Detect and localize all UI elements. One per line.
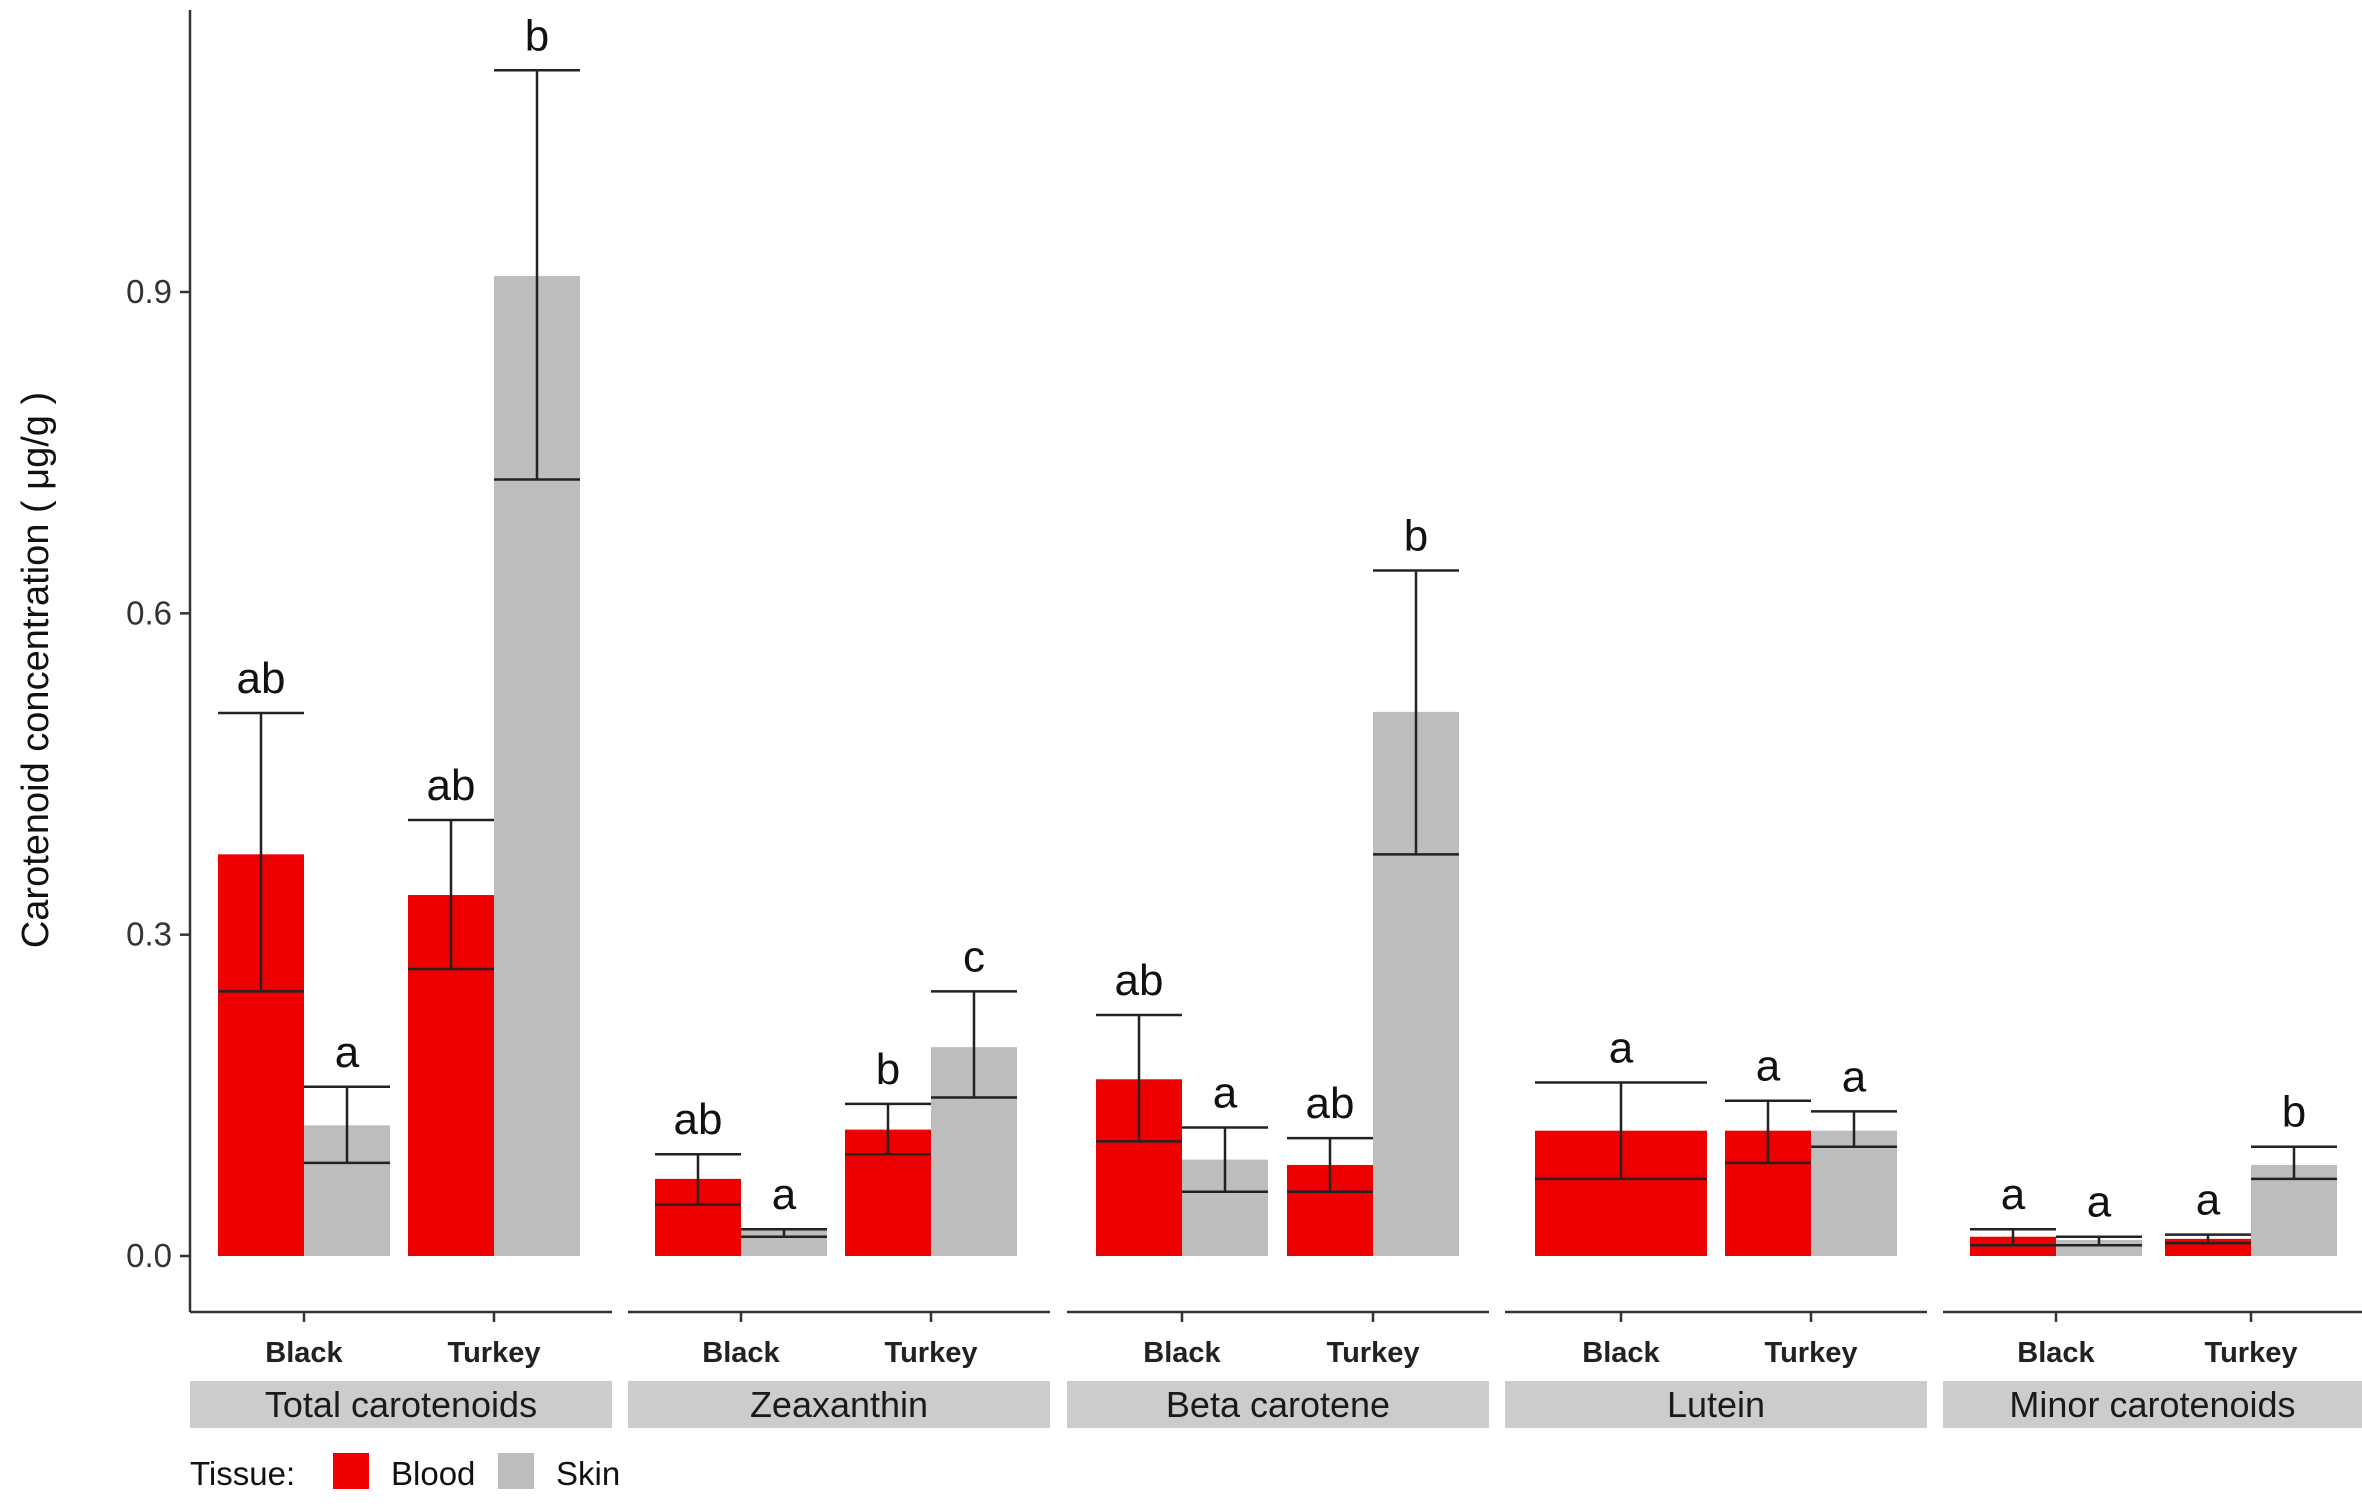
x-tick-label: Turkey [1327,1337,1420,1369]
panel-strip [1067,1381,1489,1428]
panel: Beta carotene Black ab a Turkey ab b [1067,511,1489,1428]
panel: Total carotenoids Black ab a Turkey ab b [190,11,612,1428]
significance-label: ab [237,654,286,703]
y-axis-title: Carotenoid concentration ( μg/g ) [15,392,57,948]
panel-strip [628,1381,1050,1428]
x-tick-label: Black [1143,1337,1221,1369]
significance-label: b [2282,1088,2306,1137]
y-axis: 0.0 0.3 0.6 0.9 Carotenoid concentration ( μ… [15,10,192,1312]
panel: Zeaxanthin Black aba Turkey b c [628,932,1050,1428]
bar [1811,1130,1897,1256]
significance-label: a [2001,1170,2026,1219]
legend-swatch [498,1453,534,1489]
legend: Tissue: Blood Skin [190,1453,620,1492]
significance-label: c [963,932,985,981]
panel-label: Minor carotenoids [2009,1384,2295,1425]
x-tick-label: Turkey [448,1337,541,1369]
significance-label: a [2196,1176,2221,1225]
panel-label: Zeaxanthin [750,1384,928,1425]
x-tick-label: Turkey [2205,1337,2298,1369]
significance-label: a [1609,1023,1634,1072]
significance-label: ab [674,1095,723,1144]
significance-label: b [525,11,549,60]
legend-title: Tissue: [190,1455,295,1492]
significance-label: a [1756,1042,1781,1091]
significance-label: ab [1306,1079,1355,1128]
significance-label: a [772,1170,797,1219]
panel-strip [1943,1381,2362,1428]
legend-label: Blood [391,1455,475,1492]
x-tick-label: Black [265,1337,343,1369]
panel-label: Beta carotene [1166,1384,1390,1425]
significance-label: b [876,1045,900,1094]
y-tick-label: 0.6 [126,594,172,631]
panel: Minor carotenoids Black a a Turkey a b [1943,1088,2362,1428]
significance-label: ab [427,761,476,810]
panel-label: Total carotenoids [265,1384,537,1425]
x-tick-label: Turkey [1765,1337,1858,1369]
y-tick-label: 0.0 [126,1237,172,1274]
panel-strip [190,1381,612,1428]
significance-label: a [1213,1068,1238,1117]
chart-panels: Total carotenoidsBlackabaTurkeyabbZeaxan… [190,11,2362,1428]
panel-strip [1505,1381,1927,1428]
bar [2056,1239,2142,1256]
x-tick-label: Black [2017,1337,2095,1369]
significance-label: a [1842,1052,1867,1101]
x-tick-label: Turkey [885,1337,978,1369]
significance-label: a [335,1028,360,1077]
y-tick-label: 0.3 [126,916,172,953]
legend-label: Skin [556,1455,620,1492]
legend-swatch [333,1453,369,1489]
significance-label: b [1404,511,1428,560]
x-tick-label: Black [702,1337,780,1369]
panel-label: Lutein [1667,1384,1765,1425]
y-tick-label: 0.9 [126,273,172,310]
significance-label: a [2087,1178,2112,1227]
significance-label: ab [1115,956,1164,1005]
x-tick-label: Black [1582,1337,1660,1369]
